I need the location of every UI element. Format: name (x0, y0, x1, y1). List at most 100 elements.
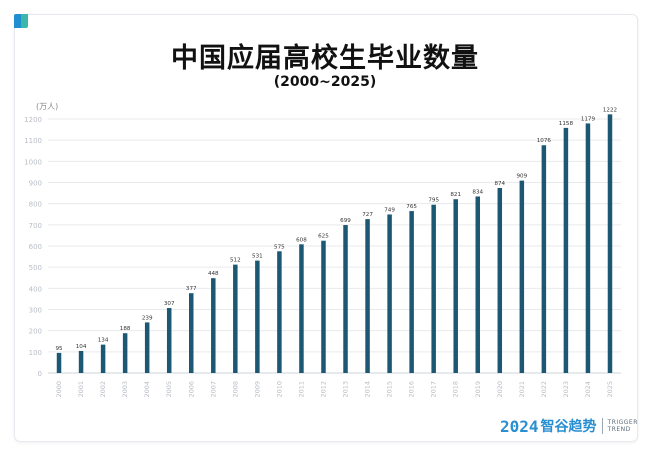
x-tick-label: 2011 (297, 381, 305, 398)
y-tick-label: 900 (29, 180, 42, 188)
data-label: 377 (186, 286, 197, 292)
bar (343, 225, 348, 373)
data-label: 448 (208, 271, 219, 277)
bar (541, 145, 547, 373)
x-tick-label: 2001 (77, 381, 85, 398)
x-tick-label: 2009 (253, 381, 261, 398)
y-tick-label: 400 (29, 285, 42, 293)
x-tick-label: 2013 (342, 381, 350, 398)
bar (299, 244, 304, 373)
corner-accent (14, 14, 28, 28)
data-label: 512 (230, 258, 241, 264)
data-label: 765 (406, 204, 417, 210)
bar (321, 240, 326, 373)
y-tick-label: 1000 (24, 158, 42, 166)
y-tick-label: 700 (29, 222, 42, 230)
bar (475, 196, 480, 373)
bar (233, 264, 238, 373)
bar (100, 344, 106, 373)
x-tick-label: 2014 (364, 381, 372, 398)
bar (497, 188, 503, 373)
data-label: 239 (142, 315, 153, 321)
x-tick-label: 2015 (386, 381, 394, 398)
x-tick-label: 2017 (430, 381, 438, 398)
bar (56, 352, 62, 373)
x-tick-label: 2023 (562, 381, 570, 398)
x-tick-label: 2022 (540, 381, 548, 398)
data-label: 821 (450, 192, 461, 198)
bar (78, 350, 84, 373)
bar (255, 260, 260, 373)
y-tick-label: 300 (29, 307, 42, 315)
data-label: 95 (55, 346, 63, 352)
x-tick-label: 2016 (408, 381, 416, 398)
data-label: 625 (318, 234, 329, 240)
y-tick-label: 500 (29, 264, 42, 272)
brand-en-line2: TREND (607, 426, 631, 433)
bar (365, 219, 370, 373)
bar (189, 293, 194, 373)
bar (387, 214, 392, 373)
bar (144, 322, 150, 373)
data-label: 531 (252, 254, 263, 260)
data-label: 1222 (603, 107, 617, 113)
data-label: 699 (340, 218, 351, 224)
x-tick-label: 2000 (55, 381, 63, 398)
bar (563, 127, 569, 373)
brand-year: 2024 (500, 416, 539, 436)
bar (453, 199, 458, 373)
data-label: 749 (384, 207, 395, 213)
brand-english: TRIGGER TREND (608, 419, 638, 433)
data-label: 104 (76, 344, 87, 350)
bar (585, 123, 591, 373)
data-label: 1179 (581, 116, 596, 122)
x-tick-label: 2018 (452, 381, 460, 398)
bar (122, 333, 128, 373)
bar (211, 278, 216, 373)
x-tick-label: 2003 (121, 381, 129, 398)
data-label: 307 (164, 301, 175, 307)
y-tick-label: 0 (38, 370, 42, 378)
y-tick-label: 1200 (24, 116, 42, 124)
x-tick-label: 2006 (187, 381, 195, 398)
brand-divider (601, 418, 603, 434)
data-label: 795 (428, 198, 439, 204)
x-tick-label: 2002 (99, 381, 107, 398)
x-tick-label: 2005 (165, 381, 173, 398)
brand-en-line1: TRIGGER (607, 419, 638, 426)
x-tick-label: 2025 (606, 381, 614, 398)
x-tick-label: 2021 (518, 381, 526, 398)
bar (166, 308, 172, 373)
x-tick-label: 2010 (275, 381, 283, 398)
bar (277, 251, 282, 373)
data-label: 188 (120, 326, 131, 332)
bar (431, 204, 436, 373)
chart-title: 中国应届高校生毕业数量 (171, 43, 479, 74)
data-label: 874 (494, 181, 505, 187)
data-label: 1158 (559, 121, 574, 127)
bar (409, 211, 414, 373)
chart-card (14, 14, 638, 442)
x-tick-label: 2007 (209, 381, 217, 398)
y-tick-label: 800 (29, 201, 42, 209)
x-tick-label: 2004 (143, 381, 151, 398)
bar (519, 180, 525, 373)
brand-logo: 2024 智谷趋势 TRIGGER TREND (500, 416, 638, 436)
x-tick-label: 2008 (231, 381, 239, 398)
x-tick-label: 2012 (319, 381, 327, 398)
data-label: 909 (516, 174, 527, 180)
data-label: 727 (362, 212, 373, 218)
data-label: 608 (296, 237, 307, 243)
data-label: 834 (472, 189, 483, 195)
x-tick-label: 2024 (584, 381, 592, 398)
y-tick-label: 200 (29, 328, 42, 336)
data-label: 134 (98, 338, 109, 344)
y-axis-unit-label: (万人) (36, 102, 59, 111)
bar (607, 114, 613, 374)
data-label: 1076 (537, 138, 552, 144)
x-tick-label: 2019 (474, 381, 482, 398)
y-tick-label: 1100 (24, 137, 42, 145)
data-label: 575 (274, 244, 285, 250)
brand-name: 智谷趋势 (540, 419, 597, 435)
